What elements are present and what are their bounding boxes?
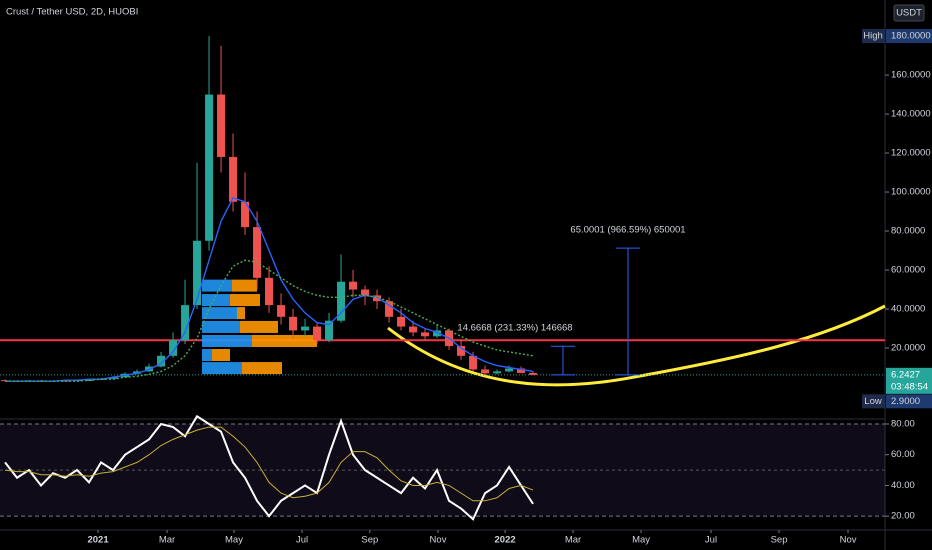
measure-label: 14.6668 (231.33%) 146668	[457, 323, 572, 334]
candle-body	[325, 320, 334, 341]
candle-body	[181, 305, 190, 341]
candle-body	[253, 227, 262, 278]
y-tick-label: 80.0000	[891, 226, 925, 237]
candle-body	[433, 330, 442, 337]
volume-down	[232, 279, 257, 292]
candle-body	[337, 281, 346, 321]
candle-body	[133, 371, 142, 374]
volume-up	[202, 320, 240, 333]
volume-up	[202, 334, 252, 347]
x-tick-label: May	[632, 535, 650, 546]
candle-body	[505, 368, 514, 372]
high-tag	[862, 29, 885, 44]
x-tick-label: Sep	[771, 535, 788, 546]
candle-body	[289, 316, 298, 331]
volume-up	[202, 362, 242, 375]
high-price-box	[886, 29, 932, 44]
chart-title: Crust / Tether USD, 2D, HUOBI	[6, 7, 138, 18]
volume-down	[230, 294, 260, 307]
currency-box[interactable]	[893, 4, 925, 22]
x-tick-label: Nov	[430, 535, 447, 546]
candle-body	[481, 369, 490, 374]
candle-body	[385, 301, 394, 317]
y-tick-label: 60.0000	[891, 265, 925, 276]
volume-down	[240, 320, 278, 333]
volume-down	[242, 362, 282, 375]
x-tick-label: Sep	[361, 535, 378, 546]
x-tick-label: Mar	[565, 535, 581, 546]
high-price-label: 180.0000	[891, 31, 931, 42]
drawn-curve	[387, 304, 886, 387]
measure-label: 65.0001 (966.59%) 650001	[570, 225, 685, 236]
volume-up	[202, 349, 212, 362]
volume-up	[202, 307, 237, 320]
volume-up	[202, 294, 230, 307]
candle-body	[361, 289, 370, 296]
candle-body	[373, 295, 382, 302]
high-tag-label: High	[863, 31, 883, 42]
low-tag-label: Low	[864, 396, 882, 407]
x-tick-label: May	[225, 535, 243, 546]
x-tick-label: Mar	[159, 535, 175, 546]
candle-body	[301, 326, 310, 331]
candle-body	[409, 326, 418, 333]
candle-body	[157, 355, 166, 367]
candle-body	[469, 355, 478, 370]
candle-body	[229, 156, 238, 202]
candle-body	[493, 371, 502, 374]
volume-down	[212, 349, 230, 362]
last-price-box	[886, 367, 932, 394]
last-price-label: 6.2427	[891, 369, 920, 380]
y-tick-label: 40.00	[891, 480, 915, 491]
y-tick-label: 40.0000	[891, 304, 925, 315]
candle-body	[313, 326, 322, 341]
candle-body	[529, 372, 538, 375]
countdown-label: 03:48:54	[891, 381, 928, 392]
candle-body	[265, 277, 274, 306]
low-price-box	[886, 394, 932, 409]
low-price-label: 2.9000	[891, 396, 920, 407]
x-tick-label: Nov	[840, 535, 857, 546]
candle-body	[457, 346, 466, 356]
candle-body	[517, 368, 526, 373]
y-tick-label: 140.0000	[891, 109, 931, 120]
y-tick-label: 120.0000	[891, 148, 931, 159]
candle-body	[421, 332, 430, 337]
candle-body	[217, 94, 226, 157]
x-tick-label: Jul	[296, 535, 308, 546]
candle-body	[193, 240, 202, 306]
volume-down	[237, 307, 245, 320]
indicator-line	[4, 426, 534, 502]
candle-body	[169, 340, 178, 356]
x-tick-label: 2022	[495, 535, 516, 546]
y-tick-label: 160.0000	[891, 70, 931, 81]
y-tick-label: 80.00	[891, 419, 915, 430]
x-tick-label: Jul	[705, 535, 717, 546]
x-tick-label: 2021	[87, 535, 109, 546]
low-tag	[862, 394, 885, 409]
candle-body	[349, 281, 358, 290]
y-tick-label: 60.00	[891, 449, 915, 460]
y-tick-label: 20.00	[891, 511, 915, 522]
candle-body	[205, 94, 214, 241]
y-tick-label: 20.0000	[891, 343, 925, 354]
volume-up	[202, 279, 232, 292]
y-tick-label: 100.0000	[891, 187, 931, 198]
candle-body	[397, 316, 406, 327]
currency-label[interactable]: USDT	[896, 8, 922, 19]
volume-down	[252, 334, 317, 347]
candle-body	[241, 201, 250, 228]
indicator-line	[5, 259, 534, 382]
candle-body	[109, 377, 118, 379]
candle-body	[277, 305, 286, 317]
